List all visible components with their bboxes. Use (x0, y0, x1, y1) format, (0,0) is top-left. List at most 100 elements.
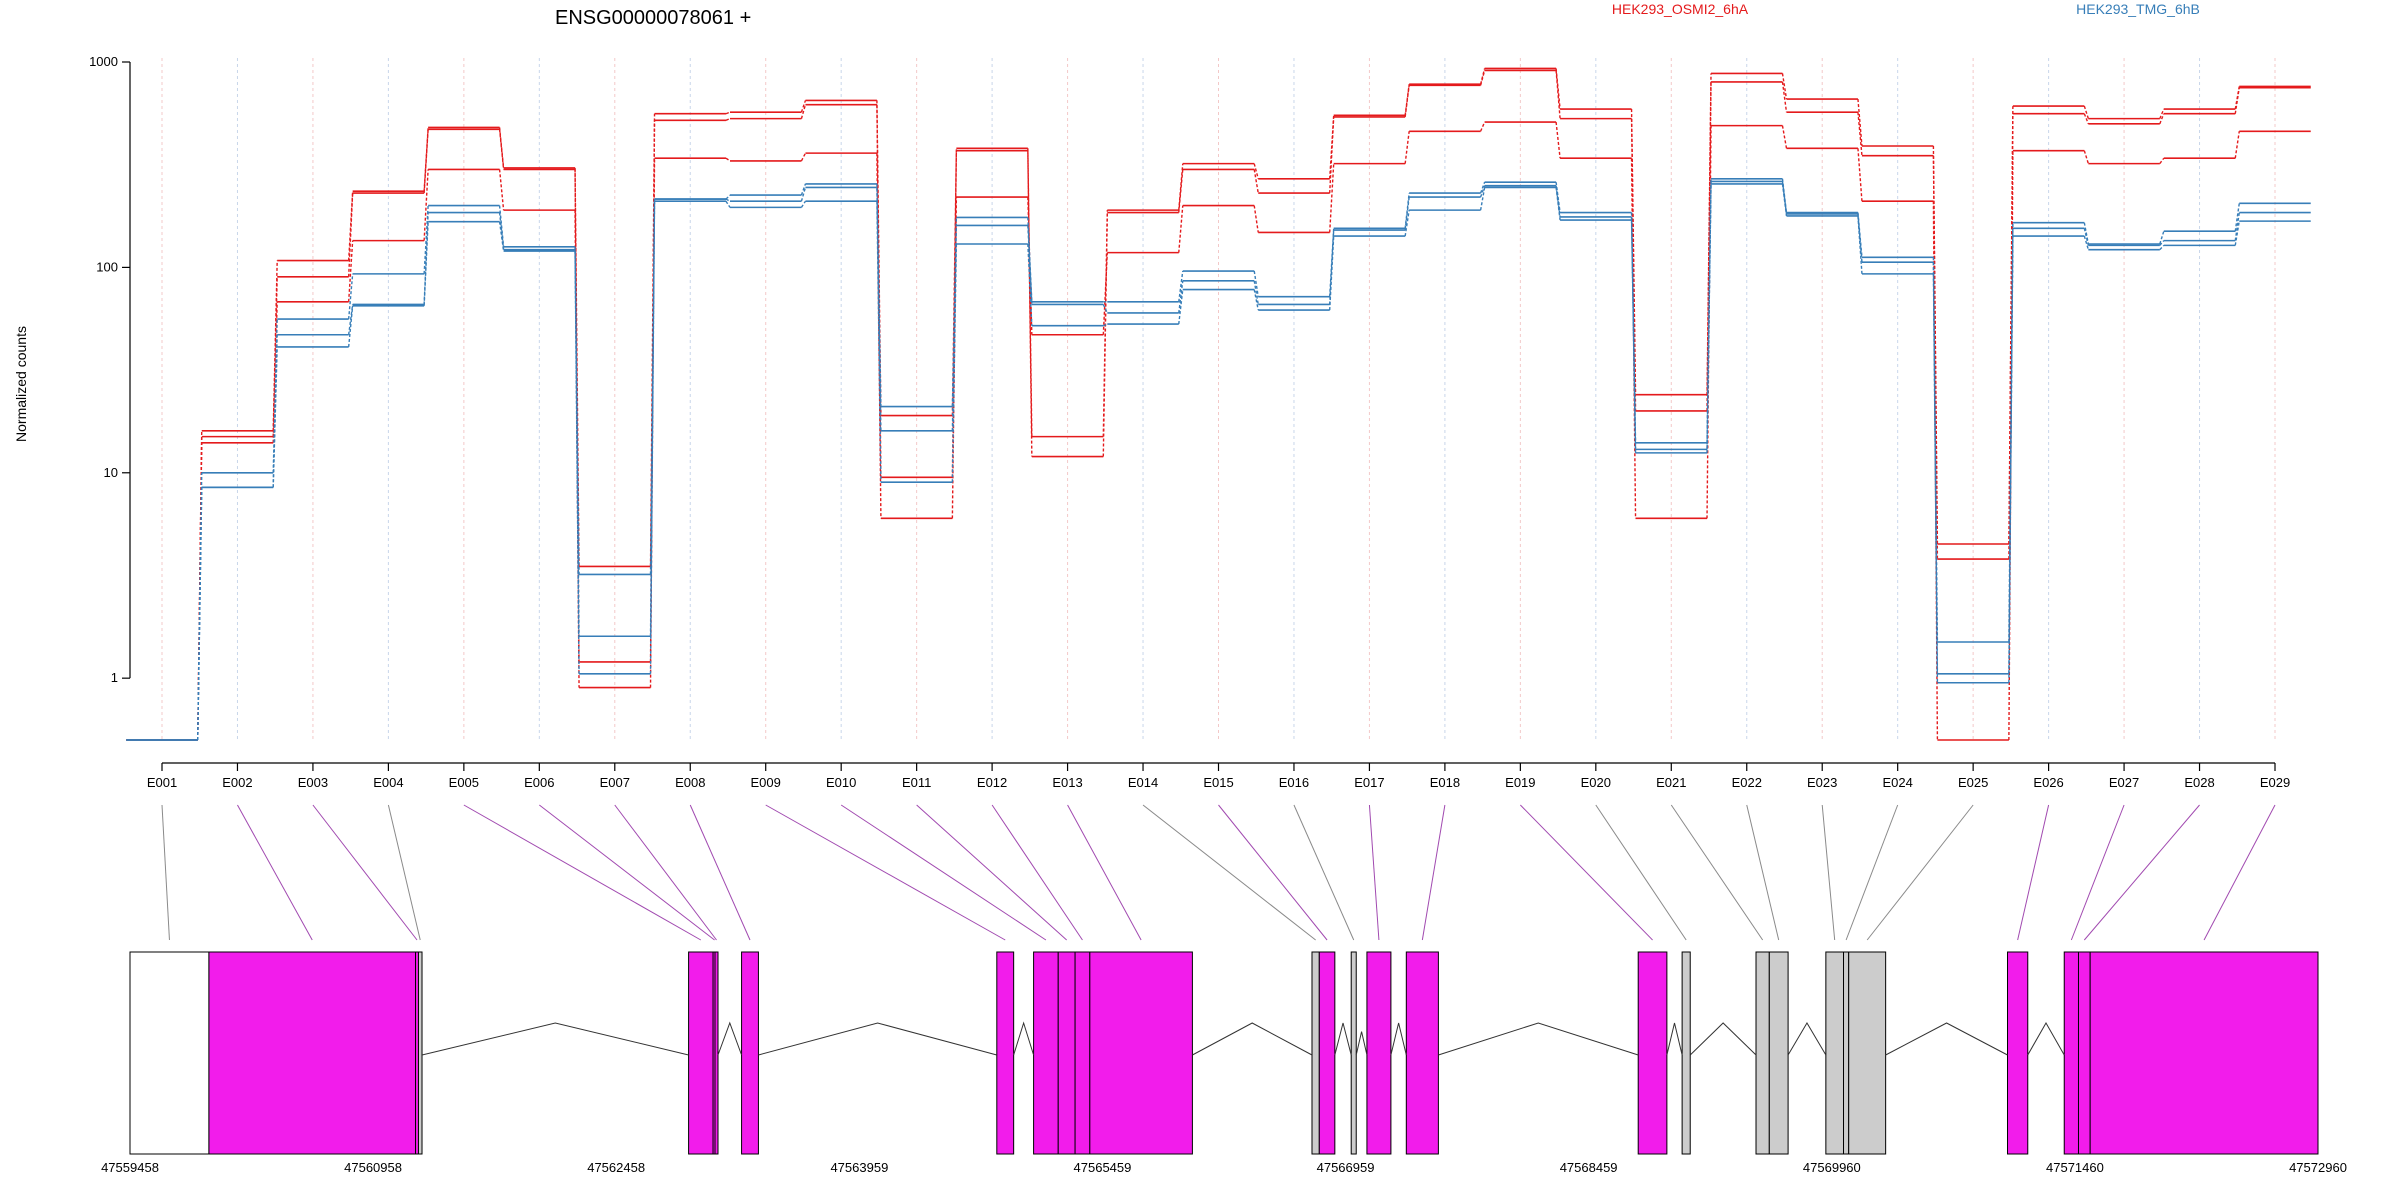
series-connector (725, 117, 731, 121)
series-connector (347, 273, 354, 320)
series-connector (1479, 70, 1486, 86)
x-tick-label-e019: E019 (1505, 775, 1535, 790)
x-tick-label-e010: E010 (826, 775, 856, 790)
series-connector (498, 205, 505, 247)
connector-e021 (1670, 804, 1764, 941)
series-connector (1027, 225, 1033, 305)
x-tick-label-e006: E006 (524, 775, 554, 790)
connector-e007 (614, 804, 717, 941)
intron-e007-e008 (717, 1021, 743, 1056)
series-connector (1253, 289, 1259, 311)
exon-e020 (1681, 951, 1691, 1155)
exon-e002 (208, 951, 417, 1155)
connector-e009 (765, 804, 1006, 941)
intron-e026-e027 (2027, 1021, 2065, 1056)
intron-e004-e005 (421, 1022, 689, 1056)
series-connector (951, 150, 958, 416)
genomic-coordinate-axis: 47559458 47560958 47562458 47563959 47565459… (101, 1160, 2347, 1175)
series-connector (1479, 187, 1486, 211)
series-connector (1630, 220, 1637, 453)
series-connector (1630, 109, 1637, 395)
coordinate-label: 47568459 (1560, 1160, 1618, 1175)
series-connector (725, 198, 731, 202)
intron-e025-e026 (1885, 1022, 2008, 1056)
x-tick-label-e023: E023 (1807, 775, 1837, 790)
connector-e024 (1845, 804, 1899, 941)
intron-e022-e023 (1787, 1022, 1827, 1056)
x-tick-label-e003: E003 (298, 775, 328, 790)
series-connector (1253, 163, 1259, 179)
connector-e017 (1368, 804, 1380, 941)
intron-e015-e016 (1334, 1022, 1352, 1056)
series-connector (1479, 121, 1486, 132)
exon-e013 (1089, 951, 1193, 1155)
intron-e009-e010 (1013, 1021, 1035, 1056)
connector-e012 (991, 804, 1083, 941)
connector-e004 (387, 804, 421, 941)
coordinate-label: 47562458 (587, 1160, 645, 1175)
series-connector (498, 129, 505, 170)
series-connector (1404, 196, 1410, 231)
y-tick-label: 10 (104, 465, 118, 480)
intron-e020-e021 (1689, 1022, 1757, 1056)
series-connector (725, 111, 731, 115)
x-tick-label-e021: E021 (1656, 775, 1686, 790)
series-connector (800, 200, 807, 208)
series-connector (2008, 150, 2014, 741)
exon-e023 (1825, 951, 1845, 1155)
series-connector (1253, 280, 1259, 305)
exon-e007 (714, 951, 719, 1155)
series-connector (725, 200, 731, 208)
exon-connector-lines (161, 804, 2276, 941)
series-tmg-5 (126, 183, 2311, 741)
series-connector (1178, 169, 1184, 213)
series-connector (1103, 323, 1108, 327)
series-connector (1479, 68, 1486, 85)
series-connector (1555, 187, 1561, 221)
exon-e024 (1843, 951, 1850, 1155)
series-connector (197, 487, 203, 741)
connector-e025 (1866, 804, 1974, 941)
connector-e027 (2070, 804, 2125, 941)
connector-e003 (312, 804, 418, 941)
series-connector (574, 251, 580, 674)
series-connector (1857, 99, 1863, 147)
exon-e004 (417, 951, 423, 1155)
connector-e016 (1293, 804, 1355, 941)
series-connector (2234, 131, 2240, 159)
y-axis-label: Normalized counts (13, 326, 29, 442)
connector-e001 (161, 804, 170, 941)
series-connector (423, 129, 429, 194)
series-connector (1102, 304, 1108, 314)
x-tick-label-e029: E029 (2260, 775, 2290, 790)
series-connector (1555, 185, 1561, 218)
series-connector (2083, 222, 2090, 245)
connector-e019 (1519, 804, 1653, 941)
exon-e028 (2077, 951, 2091, 1155)
series-connector (2083, 113, 2089, 125)
series-connector (1555, 121, 1561, 159)
exon-e008 (741, 951, 759, 1155)
x-tick-label-e001: E001 (147, 775, 177, 790)
series-connector (1781, 81, 1788, 113)
series-connector (2159, 231, 2165, 245)
series-connector (800, 183, 807, 196)
series-connector (800, 100, 807, 113)
series-connector (423, 169, 429, 241)
exon-e016 (1350, 951, 1357, 1155)
x-tick-label-e025: E025 (1958, 775, 1988, 790)
intron-e017-e018 (1390, 1022, 1407, 1056)
exon-e009 (996, 951, 1015, 1155)
series-connector (725, 194, 731, 200)
series-connector (1178, 270, 1184, 302)
connector-e029 (2203, 804, 2276, 941)
intron-e016-e017 (1355, 1031, 1368, 1056)
series-connector (1253, 205, 1259, 233)
exon-e018 (1405, 951, 1439, 1155)
series-connector (2008, 236, 2014, 683)
series-connector (2159, 244, 2165, 251)
x-tick-label-e017: E017 (1354, 775, 1384, 790)
y-axis: 1 10 100 1000 (89, 54, 131, 685)
series-connector (1781, 125, 1788, 149)
x-tick-label-e008: E008 (675, 775, 705, 790)
